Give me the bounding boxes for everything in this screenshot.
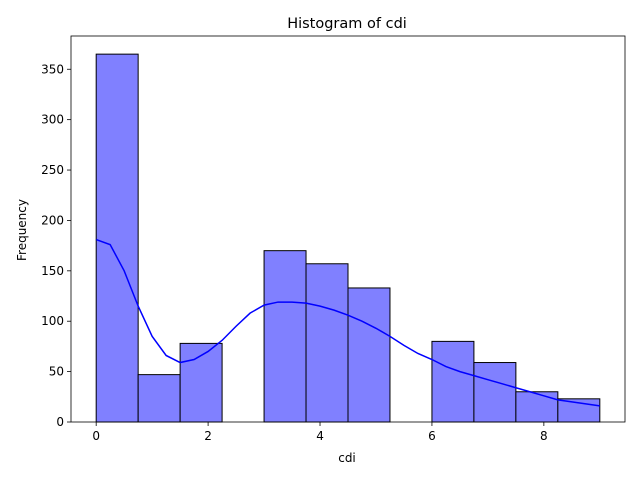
y-tick-label: 250 (41, 163, 64, 177)
y-axis-label: Frequency (15, 199, 29, 261)
x-tick-label: 2 (204, 429, 212, 443)
histogram-bar (431, 340, 475, 423)
histogram-bar (95, 53, 139, 423)
kde-curve (95, 238, 600, 407)
plot-frame (70, 35, 626, 423)
y-tick-label: 50 (49, 365, 64, 379)
y-tick-label: 100 (41, 314, 64, 328)
bars-group (95, 53, 601, 423)
chart-title: Histogram of cdi (287, 16, 407, 32)
histogram-bar (263, 250, 307, 423)
y-tick-label: 0 (56, 415, 64, 429)
histogram-bar (137, 374, 181, 423)
x-tick-label: 8 (540, 429, 548, 443)
x-tick-label: 6 (428, 429, 436, 443)
histogram-bar (347, 287, 391, 423)
y-tick-label: 150 (41, 264, 64, 278)
y-tick-label: 300 (41, 113, 64, 127)
x-tick-label: 4 (316, 429, 324, 443)
x-axis: 0 2 4 6 8 (92, 422, 548, 443)
y-tick-label: 200 (41, 213, 64, 227)
histogram-bar (305, 263, 349, 423)
y-tick-label: 350 (41, 62, 64, 76)
x-axis-label: cdi (338, 451, 356, 465)
y-axis: 0 50 100 150 200 250 300 350 (41, 62, 71, 429)
histogram-bar (515, 391, 559, 423)
histogram-bar (473, 362, 517, 423)
histogram-bar (179, 342, 223, 423)
x-tick-label: 0 (92, 429, 100, 443)
